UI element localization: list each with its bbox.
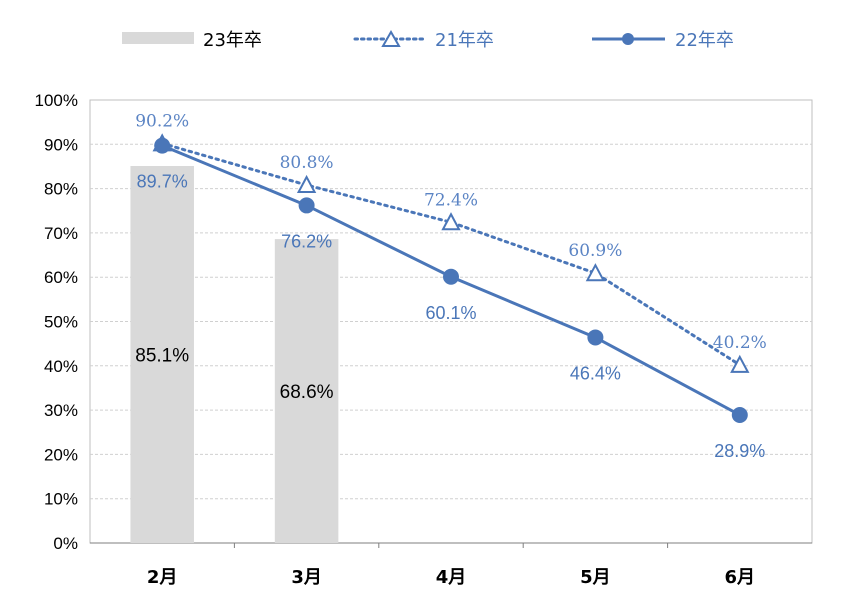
data-label-22: 46.4%: [570, 363, 621, 383]
marker-21: [730, 354, 750, 373]
x-axis-ticks: 2月 3月 4月 5月 6月: [147, 567, 755, 588]
y-tick-label: 40%: [44, 357, 78, 376]
legend-marker-22: [622, 33, 634, 45]
data-label-22: 89.7%: [137, 172, 188, 192]
legend-label-23: 23年卒: [203, 30, 262, 51]
x-tick-label: 4月: [436, 567, 467, 588]
data-label-21: 40.2%: [713, 333, 767, 353]
marker-22: [154, 137, 171, 154]
x-tick-label: 3月: [291, 567, 322, 588]
y-tick-label: 100%: [35, 91, 78, 110]
y-tick-label: 10%: [44, 490, 78, 509]
y-tick-label: 70%: [44, 224, 78, 243]
x-tick-label: 2月: [147, 567, 178, 588]
data-label-22: 28.9%: [714, 441, 765, 461]
y-axis-ticks: 0% 10% 20% 30% 40% 50% 60% 70% 80% 90% 100%: [35, 91, 78, 553]
y-tick-label: 30%: [44, 401, 78, 420]
gridlines: [90, 143, 812, 548]
legend-label-21: 21年卒: [435, 30, 494, 51]
legend-swatch-23: [122, 32, 194, 44]
legend: 23年卒 21年卒 22年卒: [122, 29, 734, 51]
bars-23: [130, 166, 339, 544]
data-label-21: 90.2%: [135, 111, 189, 131]
y-tick-label: 80%: [44, 180, 78, 199]
line-21: [160, 141, 742, 367]
data-label-21: 80.8%: [280, 153, 334, 173]
data-labels: 85.1% 68.6% 90.2% 80.8% 72.4% 60.9% 40.2% 89.7%…: [135, 111, 767, 461]
legend-marker-21: [381, 29, 401, 47]
y-tick-label: 60%: [44, 268, 78, 287]
marker-21: [585, 263, 606, 282]
data-label-23: 68.6%: [280, 382, 334, 403]
marker-22: [731, 406, 748, 423]
data-label-22: 60.1%: [425, 303, 476, 323]
y-tick-label: 50%: [44, 313, 78, 332]
series-22: [154, 137, 748, 423]
bar-23: [274, 239, 339, 544]
marker-21: [296, 174, 317, 194]
data-label-21: 60.9%: [568, 241, 622, 261]
data-label-23: 85.1%: [135, 346, 189, 367]
series-21: [152, 133, 750, 373]
y-tick-label: 90%: [44, 135, 78, 154]
legend-label-22: 22年卒: [675, 30, 734, 51]
bar-23: [130, 166, 194, 543]
x-tick-label: 6月: [725, 567, 756, 588]
data-label-22: 76.2%: [281, 231, 332, 251]
y-tick-label: 20%: [44, 445, 78, 464]
marker-22: [443, 268, 459, 285]
marker-22: [587, 329, 604, 346]
marker-22: [298, 197, 315, 214]
y-tick-label: 0%: [53, 534, 78, 553]
x-tick-label: 5月: [580, 567, 611, 588]
marker-21: [441, 212, 461, 231]
data-label-21: 72.4%: [424, 190, 478, 210]
